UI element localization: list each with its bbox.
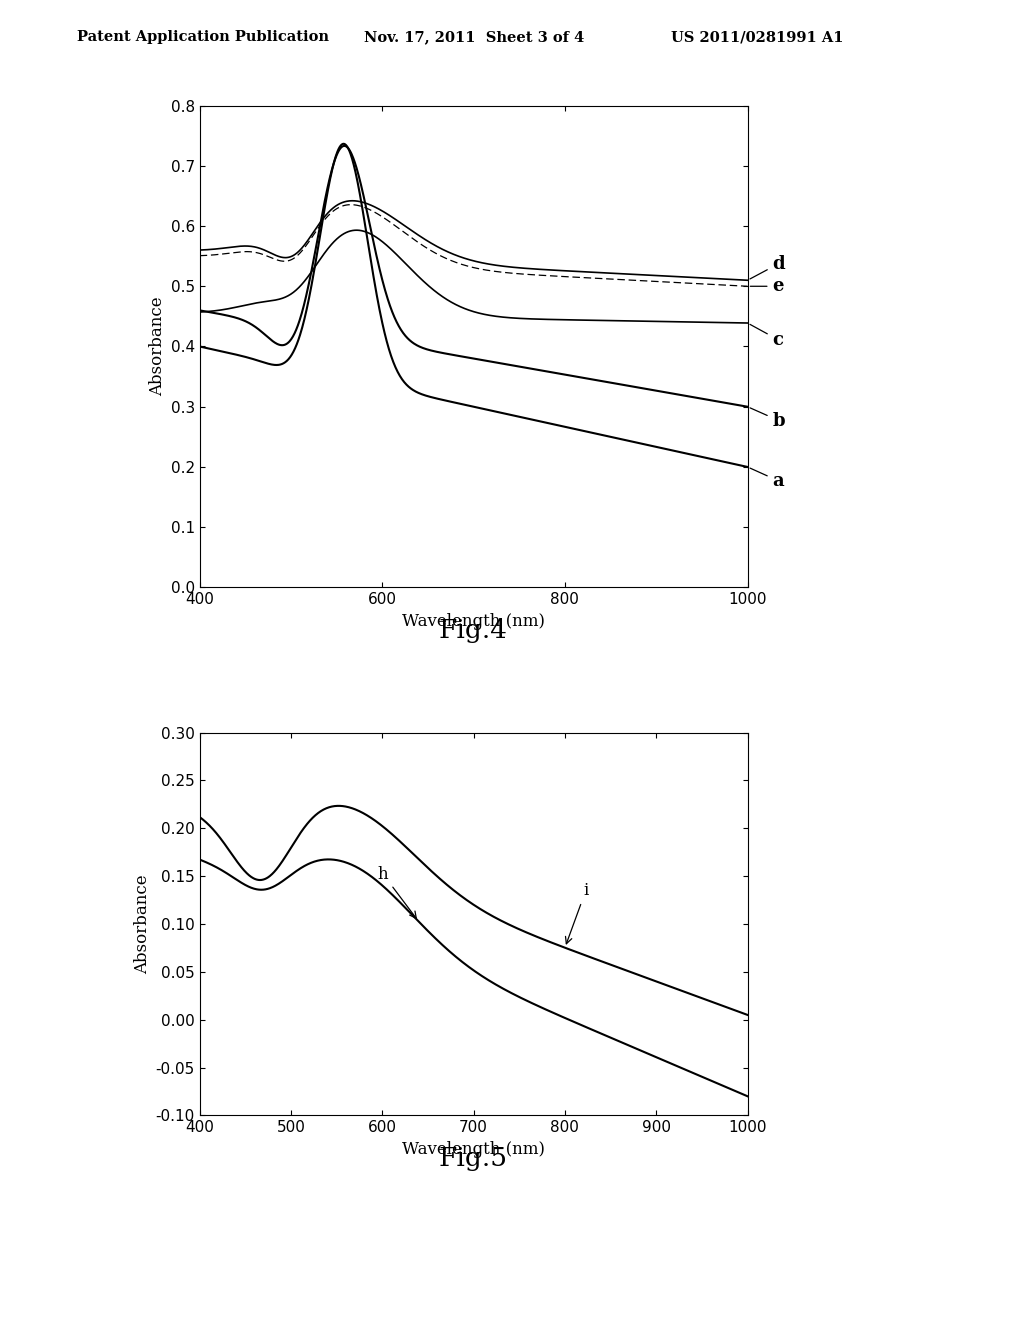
X-axis label: Wavelength (nm): Wavelength (nm) (402, 1140, 545, 1158)
X-axis label: Wavelength (nm): Wavelength (nm) (402, 612, 545, 630)
Text: Patent Application Publication: Patent Application Publication (77, 30, 329, 45)
Text: Fig.4: Fig.4 (438, 618, 508, 643)
Text: d: d (750, 255, 785, 279)
Text: Fig.5: Fig.5 (438, 1146, 508, 1171)
Text: Nov. 17, 2011  Sheet 3 of 4: Nov. 17, 2011 Sheet 3 of 4 (364, 30, 584, 45)
Text: b: b (750, 408, 785, 429)
Text: h: h (378, 866, 417, 919)
Text: c: c (750, 325, 783, 348)
Text: e: e (751, 277, 784, 296)
Y-axis label: Absorbance: Absorbance (134, 874, 152, 974)
Text: i: i (565, 882, 589, 944)
Y-axis label: Absorbance: Absorbance (150, 297, 167, 396)
Text: US 2011/0281991 A1: US 2011/0281991 A1 (671, 30, 843, 45)
Text: a: a (750, 469, 784, 490)
